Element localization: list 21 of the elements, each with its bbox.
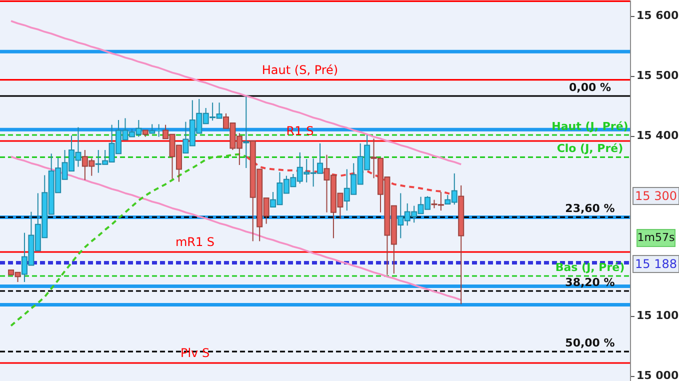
y-tick-label: 15 000 — [636, 369, 679, 381]
annotation: 50,00 % — [565, 336, 615, 350]
ref-line-label: Bas (J, Pré) — [555, 261, 625, 274]
candlestick — [243, 96, 250, 168]
ref-line-label: R1 S — [286, 124, 314, 138]
y-tick-label: 15 100 — [636, 309, 679, 322]
y-tick-label: 15 400 — [636, 129, 679, 142]
candlestick — [156, 124, 162, 138]
ref-line-label: Haut (S, Pré) — [262, 62, 338, 77]
y-tick-label: 15 600 — [636, 9, 679, 22]
text: 1m57s — [637, 231, 675, 244]
line-series — [10, 153, 248, 327]
line-series — [10, 20, 462, 166]
y-tick-label: 15 500 — [636, 69, 679, 82]
text: 15 300 — [635, 189, 677, 203]
annotation: 0,00 % — [569, 81, 611, 94]
ref-line-label: mR1 S — [175, 235, 215, 249]
annotation: 23,60 % — [565, 202, 615, 216]
line-series — [10, 156, 462, 301]
ref-line-label: Clo (J, Pré) — [556, 142, 624, 156]
text: 15 188 — [635, 257, 677, 271]
